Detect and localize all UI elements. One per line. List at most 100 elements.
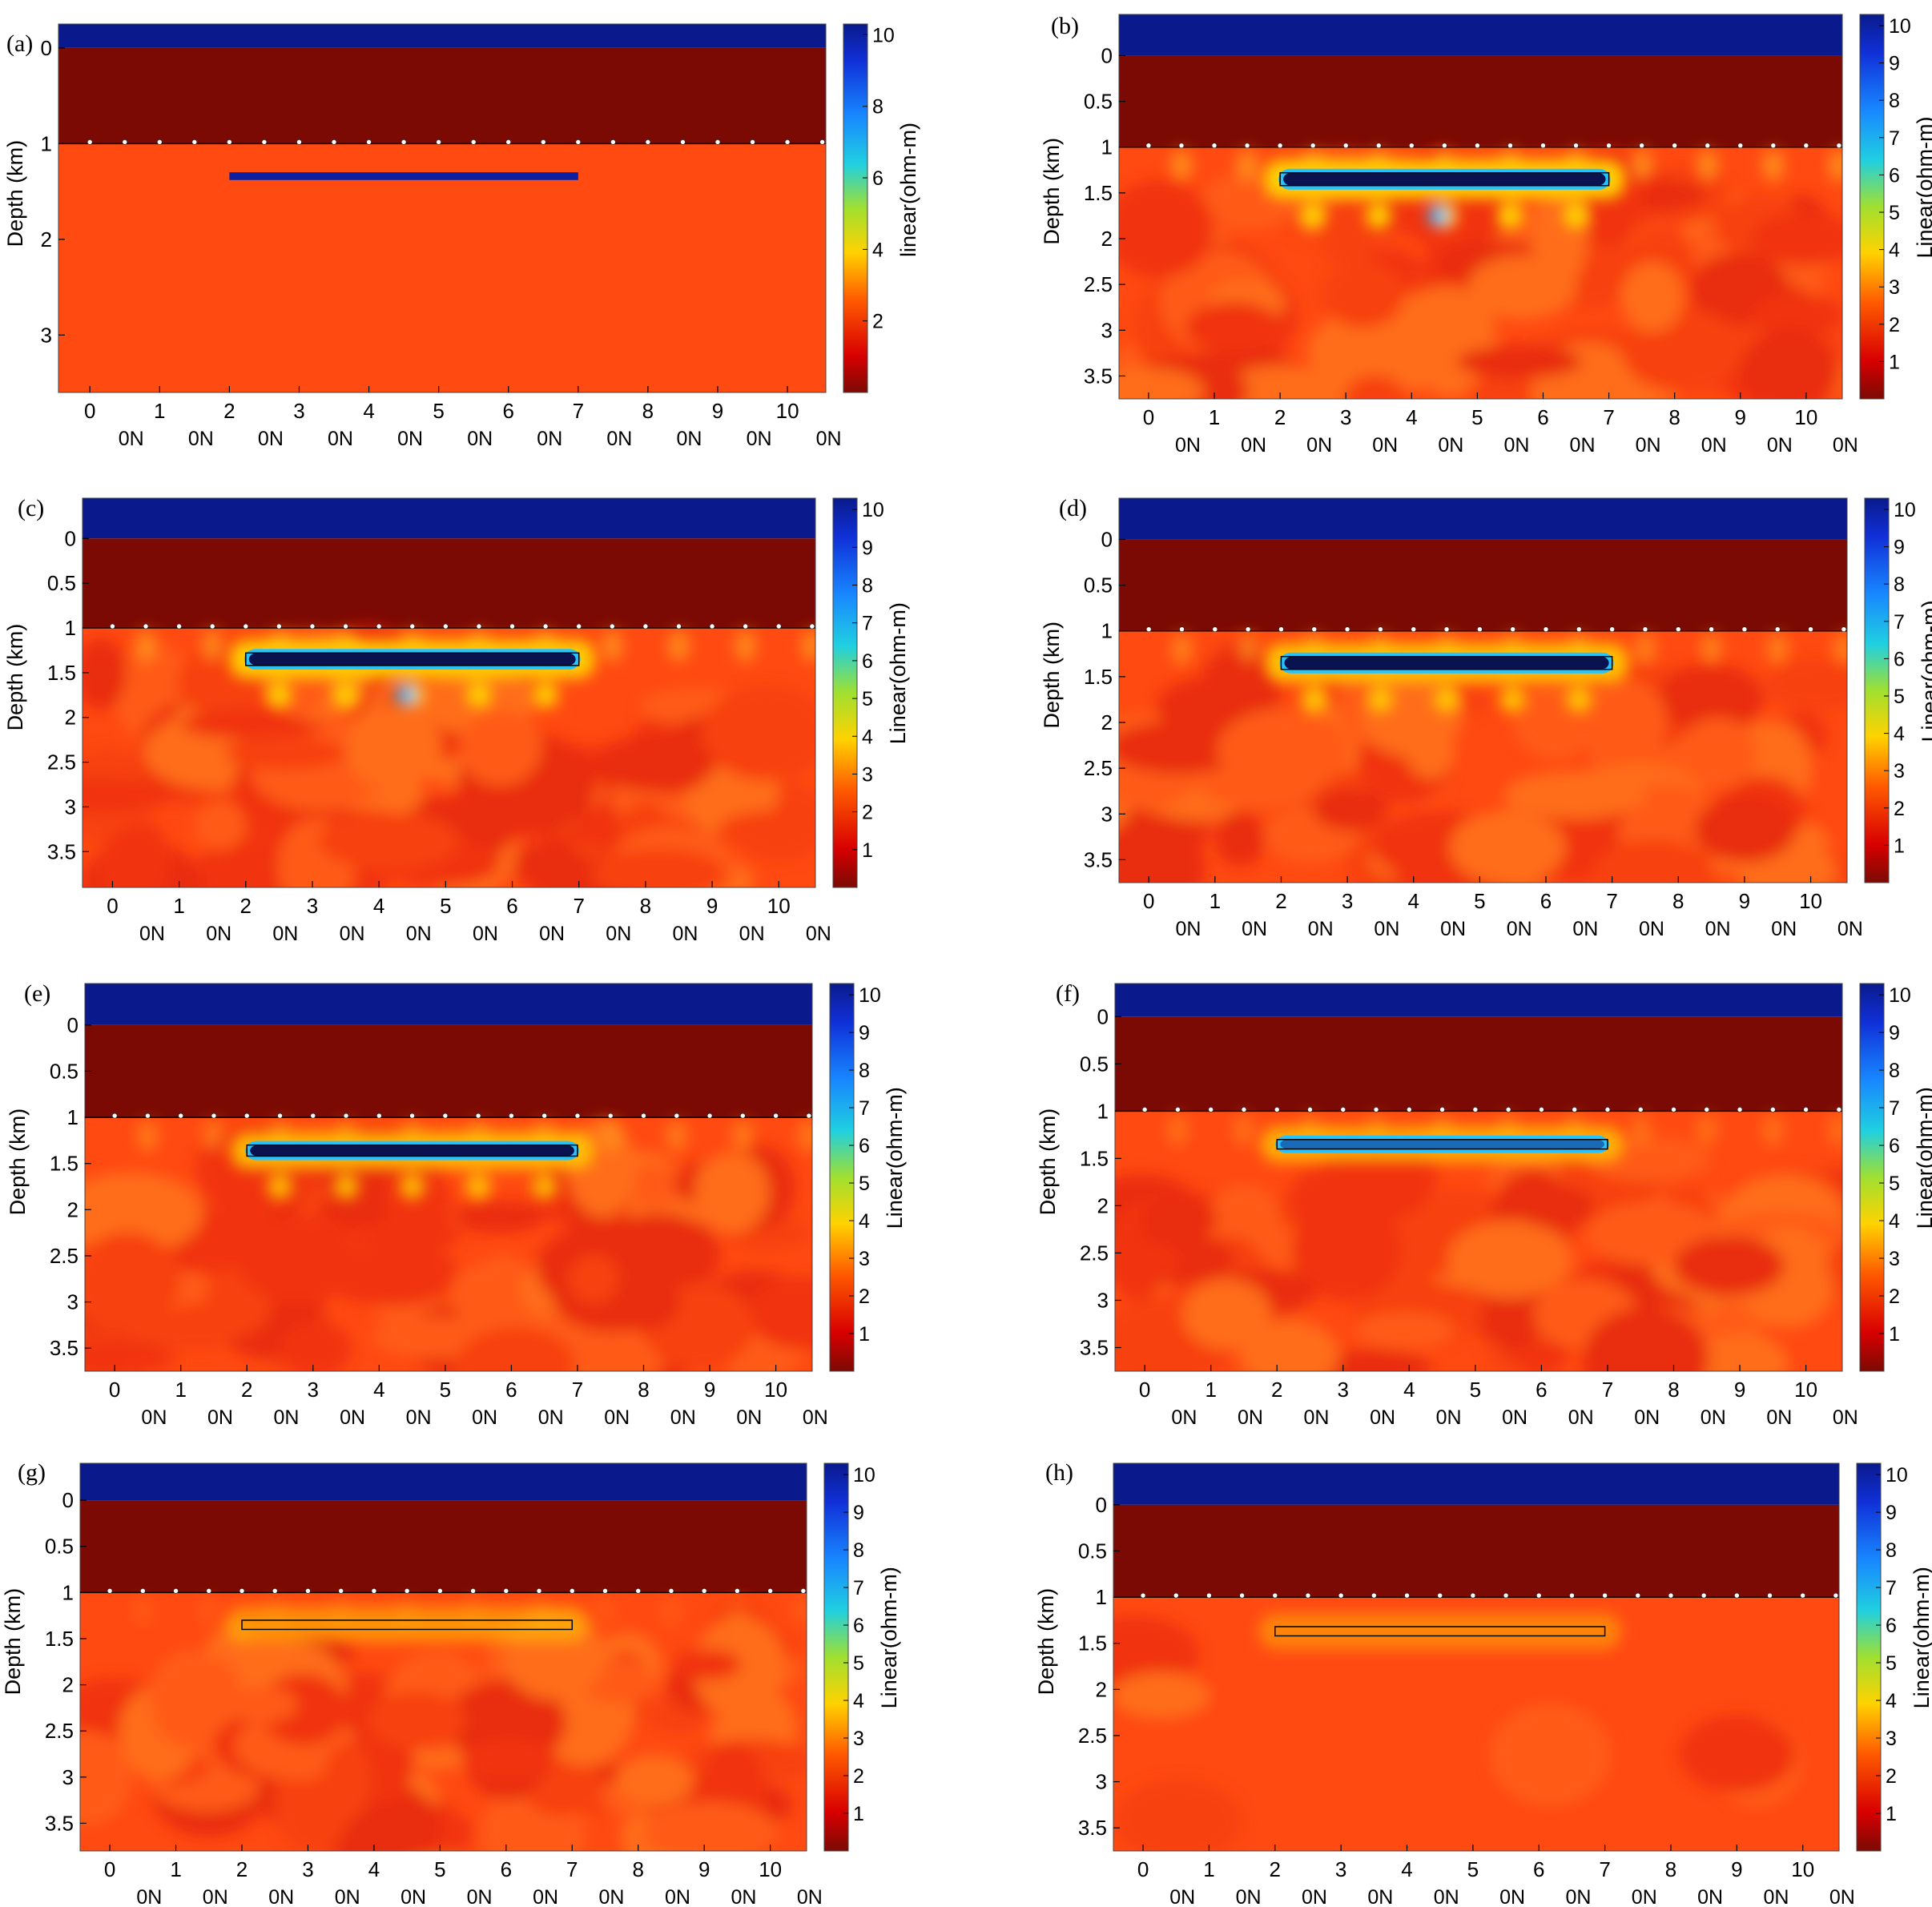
x-sub-label: 0N xyxy=(1306,434,1332,457)
x-tick-label: 1 xyxy=(170,1857,181,1881)
y-tick-label: 1.5 xyxy=(45,1627,74,1651)
y-tick-label: 3.5 xyxy=(1084,847,1113,871)
colorbar-tick-label: 5 xyxy=(853,1652,864,1675)
receiver-marker xyxy=(536,1588,542,1594)
receiver-marker xyxy=(1800,1592,1805,1599)
receiver-marker xyxy=(1305,1592,1311,1599)
colorbar-tick-label: 5 xyxy=(859,1173,870,1195)
x-tick-label: 6 xyxy=(501,1857,512,1881)
colorbar-tick-label: 2 xyxy=(1886,1765,1897,1788)
receiver-marker xyxy=(740,1112,746,1119)
x-tick-label: 1 xyxy=(173,894,184,918)
x-tick-label: 0 xyxy=(84,399,95,423)
receiver-marker xyxy=(1572,1107,1577,1112)
x-tick-label: 4 xyxy=(373,894,384,918)
x-sub-label: 0N xyxy=(400,1886,426,1907)
panel-label-b: (b) xyxy=(1051,13,1079,39)
x-sub-label: 0N xyxy=(539,923,565,945)
x-tick-label: 2 xyxy=(240,894,252,918)
x-tick-label: 8 xyxy=(642,399,654,423)
colorbar-tick-label: 10 xyxy=(853,1464,875,1487)
colorbar-tick-label: 3 xyxy=(862,763,873,786)
receiver-marker xyxy=(1206,1592,1212,1599)
x-tick-label: 3 xyxy=(1340,405,1351,429)
x-sub-label: 0N xyxy=(1175,434,1201,457)
x-tick-label: 9 xyxy=(712,399,723,423)
receiver-marker xyxy=(437,1588,443,1594)
receiver-marker xyxy=(87,139,93,145)
x-sub-label: 0N xyxy=(1302,1886,1327,1907)
x-sub-label: 0N xyxy=(136,1886,162,1907)
receiver-marker xyxy=(442,1112,449,1119)
x-sub-label: 0N xyxy=(1766,1406,1792,1429)
x-sub-label: 0N xyxy=(1565,1886,1591,1907)
colorbar-tick-label: 1 xyxy=(1886,1803,1897,1825)
x-sub-label: 0N xyxy=(472,1406,497,1429)
receiver-marker xyxy=(1576,626,1582,633)
receiver-marker xyxy=(1573,143,1579,149)
x-tick-label: 10 xyxy=(764,1378,787,1402)
receiver-marker xyxy=(1212,626,1218,633)
receiver-marker xyxy=(143,623,149,630)
x-sub-label: 0N xyxy=(406,923,432,945)
receiver-marker xyxy=(1277,143,1283,149)
receiver-marker xyxy=(1310,143,1316,149)
colorbar-tick-label: 10 xyxy=(1894,499,1916,521)
sea-layer xyxy=(83,498,815,539)
receiver-marker xyxy=(645,139,651,145)
colorbar xyxy=(823,1462,849,1852)
receiver-marker xyxy=(239,1588,245,1594)
colorbar-tick-label: 2 xyxy=(853,1765,864,1788)
y-tick-label: 2 xyxy=(65,706,76,730)
inversion-texture xyxy=(1113,1615,1803,1851)
receiver-marker xyxy=(244,1112,250,1119)
y-tick-label: 1 xyxy=(1101,135,1113,159)
receiver-marker xyxy=(1540,143,1546,149)
y-tick-label: 0 xyxy=(1101,527,1113,551)
y-tick-label: 0 xyxy=(1097,1004,1109,1028)
x-sub-label: 0N xyxy=(1639,918,1664,940)
colorbar-tick-label: 4 xyxy=(859,1210,870,1233)
y-tick-label: 1 xyxy=(62,1580,74,1604)
y-tick-label: 2 xyxy=(1097,1193,1109,1217)
receiver-marker xyxy=(505,139,512,145)
receiver-marker xyxy=(331,139,337,145)
overburden-layer xyxy=(1115,1016,1842,1112)
sea-layer xyxy=(1113,1463,1839,1505)
x-sub-label: 0N xyxy=(1570,434,1596,457)
panel-label-f: (f) xyxy=(1056,980,1080,1007)
x-tick-label: 5 xyxy=(1470,1378,1481,1402)
x-tick-label: 6 xyxy=(506,894,517,918)
y-tick-label: 0.5 xyxy=(1080,1052,1109,1076)
y-tick-label: 3 xyxy=(67,1290,78,1314)
colorbar xyxy=(1856,1462,1882,1852)
x-sub-label: 0N xyxy=(1697,1886,1723,1907)
x-tick-label: 9 xyxy=(698,1857,710,1881)
y-tick-label: 3 xyxy=(41,323,52,347)
receiver-marker xyxy=(211,1112,217,1119)
x-tick-label: 3 xyxy=(308,1378,319,1402)
colorbar-tick-label: 3 xyxy=(1889,276,1900,299)
x-sub-label: 0N xyxy=(1370,1406,1395,1429)
sea-layer xyxy=(1115,984,1842,1017)
x-sub-label: 0N xyxy=(1701,1406,1726,1429)
receiver-marker xyxy=(709,623,715,630)
receiver-marker xyxy=(1770,1107,1776,1112)
x-tick-label: 3 xyxy=(1338,1378,1349,1402)
receiver-marker xyxy=(122,139,128,145)
receiver-marker xyxy=(1272,1592,1278,1599)
receiver-marker xyxy=(1411,626,1417,633)
y-axis-label: Depth (km) xyxy=(1034,1588,1058,1696)
y-tick-label: 0 xyxy=(1096,1493,1107,1517)
colorbar-tick-label: 2 xyxy=(862,802,873,824)
overburden-layer xyxy=(58,47,826,144)
colorbar-tick-label: 9 xyxy=(862,537,873,559)
receiver-marker xyxy=(750,139,755,145)
receiver-marker xyxy=(1373,1107,1379,1112)
x-tick-label: 3 xyxy=(1342,889,1353,913)
colorbar-tick-label: 8 xyxy=(862,575,873,597)
receiver-marker xyxy=(366,139,372,145)
